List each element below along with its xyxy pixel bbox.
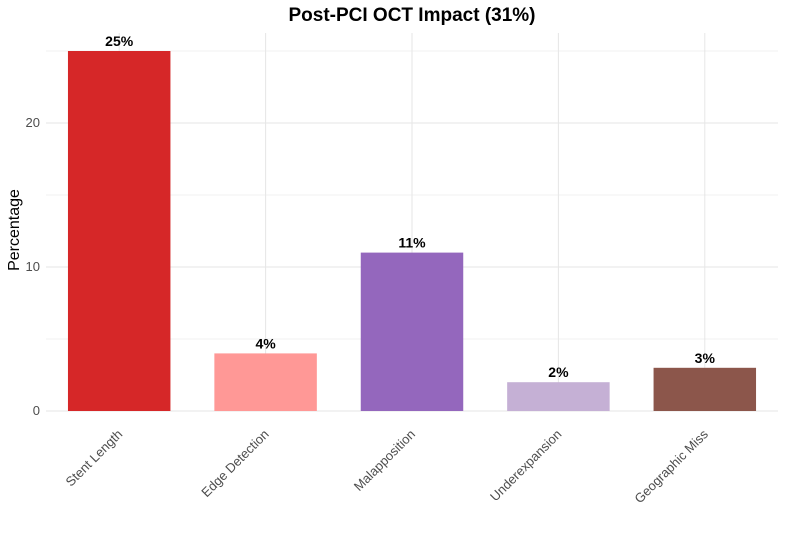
bar xyxy=(507,382,610,411)
x-tick-label: Underexpansion xyxy=(487,427,565,505)
bar-value-label: 2% xyxy=(548,364,569,380)
y-tick-label: 0 xyxy=(33,403,40,418)
bar-value-label: 25% xyxy=(105,33,134,49)
bar-labels: 25% 4% 11% 2% 3% xyxy=(105,33,715,380)
chart-title: Post-PCI OCT Impact (31%) xyxy=(288,5,535,26)
y-tick-label: 20 xyxy=(26,115,40,130)
y-axis-ticks: 0 10 20 xyxy=(26,115,40,418)
bar xyxy=(214,353,317,411)
bars xyxy=(67,51,757,411)
bar-value-label: 11% xyxy=(398,235,426,251)
bar-value-label: 3% xyxy=(695,350,716,366)
x-axis-ticks: Stent Length Edge Detection Malapposition U… xyxy=(63,426,712,506)
bar xyxy=(67,51,171,411)
x-tick-label: Stent Length xyxy=(63,427,126,490)
x-tick-label: Malapposition xyxy=(351,427,418,494)
y-tick-label: 10 xyxy=(26,259,40,274)
bar-value-label: 4% xyxy=(255,335,276,351)
y-axis-label: Percentage xyxy=(6,189,23,271)
bar xyxy=(653,367,757,411)
x-tick-label: Geographic Miss xyxy=(631,426,711,506)
x-tick-label: Edge Detection xyxy=(198,427,271,500)
bar xyxy=(360,252,464,411)
